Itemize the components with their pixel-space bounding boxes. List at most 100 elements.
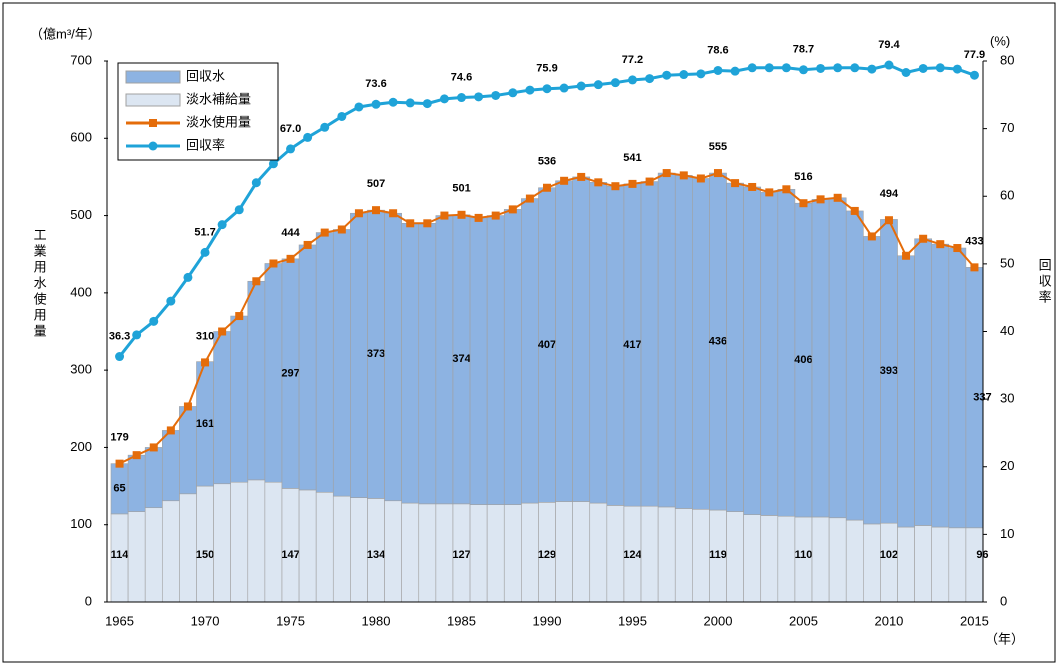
line-value-label: 79.4 bbox=[878, 39, 900, 51]
bar bbox=[897, 255, 915, 528]
point bbox=[645, 177, 654, 186]
point bbox=[371, 99, 381, 109]
x-tick-label: 2010 bbox=[874, 613, 903, 628]
point bbox=[850, 206, 859, 215]
line-value-label: 433 bbox=[965, 235, 983, 247]
bar bbox=[965, 527, 984, 603]
bar bbox=[726, 511, 744, 603]
point bbox=[303, 132, 313, 142]
bar-value-label: 436 bbox=[709, 335, 727, 347]
point bbox=[491, 90, 501, 100]
point bbox=[867, 232, 876, 241]
bar bbox=[606, 505, 625, 603]
point bbox=[970, 263, 979, 272]
bar bbox=[845, 519, 864, 603]
point bbox=[867, 64, 877, 74]
y2-tick-label: 70 bbox=[1000, 120, 1014, 135]
point bbox=[918, 63, 928, 73]
bar bbox=[315, 232, 334, 493]
bar-value-label: 417 bbox=[623, 339, 641, 351]
bar bbox=[572, 501, 591, 603]
point bbox=[850, 63, 860, 73]
point bbox=[422, 99, 432, 109]
bar-value-label: 102 bbox=[880, 549, 898, 561]
bar bbox=[298, 489, 317, 603]
bar bbox=[435, 503, 454, 603]
y2-tick-label: 10 bbox=[1000, 526, 1014, 541]
bar bbox=[555, 180, 573, 502]
bar-value-label: 373 bbox=[367, 348, 385, 360]
point bbox=[764, 63, 774, 73]
point bbox=[251, 178, 261, 188]
bar-value-label: 407 bbox=[538, 339, 556, 351]
bar bbox=[657, 172, 676, 508]
bar bbox=[863, 236, 881, 525]
bar-value-label: 119 bbox=[709, 549, 727, 561]
y2-tick-label: 20 bbox=[1000, 458, 1014, 473]
bar bbox=[657, 506, 676, 603]
point bbox=[268, 159, 278, 169]
line-value-label: 36.3 bbox=[109, 330, 130, 342]
line-value-label: 507 bbox=[367, 178, 385, 190]
bar bbox=[486, 504, 505, 603]
point bbox=[132, 451, 141, 460]
point bbox=[833, 193, 842, 202]
point bbox=[252, 277, 261, 286]
bar bbox=[948, 247, 967, 529]
point bbox=[508, 88, 518, 98]
bar bbox=[777, 515, 796, 603]
y2-tick-label: 60 bbox=[1000, 188, 1014, 203]
bar bbox=[948, 527, 967, 603]
point bbox=[645, 74, 655, 84]
bar-value-label: 114 bbox=[111, 549, 130, 561]
y-tick-label: 100 bbox=[70, 516, 92, 531]
bar-value-label: 393 bbox=[880, 365, 898, 377]
point bbox=[627, 75, 637, 85]
bar bbox=[127, 511, 146, 603]
bar-value-label: 110 bbox=[795, 549, 813, 561]
point bbox=[354, 102, 364, 112]
bar bbox=[144, 507, 163, 603]
bar bbox=[161, 500, 180, 603]
point bbox=[576, 81, 586, 91]
bar bbox=[572, 176, 591, 502]
line-value-label: 67.0 bbox=[280, 123, 301, 135]
point bbox=[149, 443, 158, 452]
bar bbox=[743, 186, 762, 515]
point bbox=[935, 63, 945, 73]
point bbox=[577, 172, 586, 181]
point bbox=[662, 70, 672, 80]
bar bbox=[674, 175, 693, 509]
point bbox=[183, 272, 193, 282]
point bbox=[782, 185, 791, 194]
point bbox=[816, 63, 826, 73]
point bbox=[115, 352, 125, 362]
bar-value-label: 129 bbox=[538, 549, 556, 561]
x-unit: （年） bbox=[985, 631, 1024, 646]
bar bbox=[828, 517, 847, 603]
point bbox=[662, 169, 671, 178]
bar bbox=[521, 502, 539, 603]
bar bbox=[521, 198, 539, 504]
bar bbox=[196, 485, 214, 603]
point bbox=[731, 179, 740, 188]
y2-tick-label: 80 bbox=[1000, 52, 1014, 67]
bar bbox=[435, 215, 454, 505]
point bbox=[884, 216, 893, 225]
point bbox=[457, 93, 467, 103]
bar bbox=[332, 495, 351, 603]
bar bbox=[384, 500, 402, 603]
bar bbox=[743, 514, 762, 603]
point bbox=[320, 122, 330, 132]
point bbox=[389, 209, 398, 218]
point bbox=[713, 169, 722, 178]
point bbox=[235, 312, 244, 321]
point bbox=[149, 316, 159, 326]
bar bbox=[863, 523, 881, 603]
bar bbox=[230, 315, 249, 483]
bar bbox=[589, 182, 608, 504]
line-value-label: 541 bbox=[623, 152, 641, 164]
point bbox=[491, 211, 500, 220]
line-value-label: 78.6 bbox=[707, 44, 728, 56]
point bbox=[234, 205, 244, 215]
